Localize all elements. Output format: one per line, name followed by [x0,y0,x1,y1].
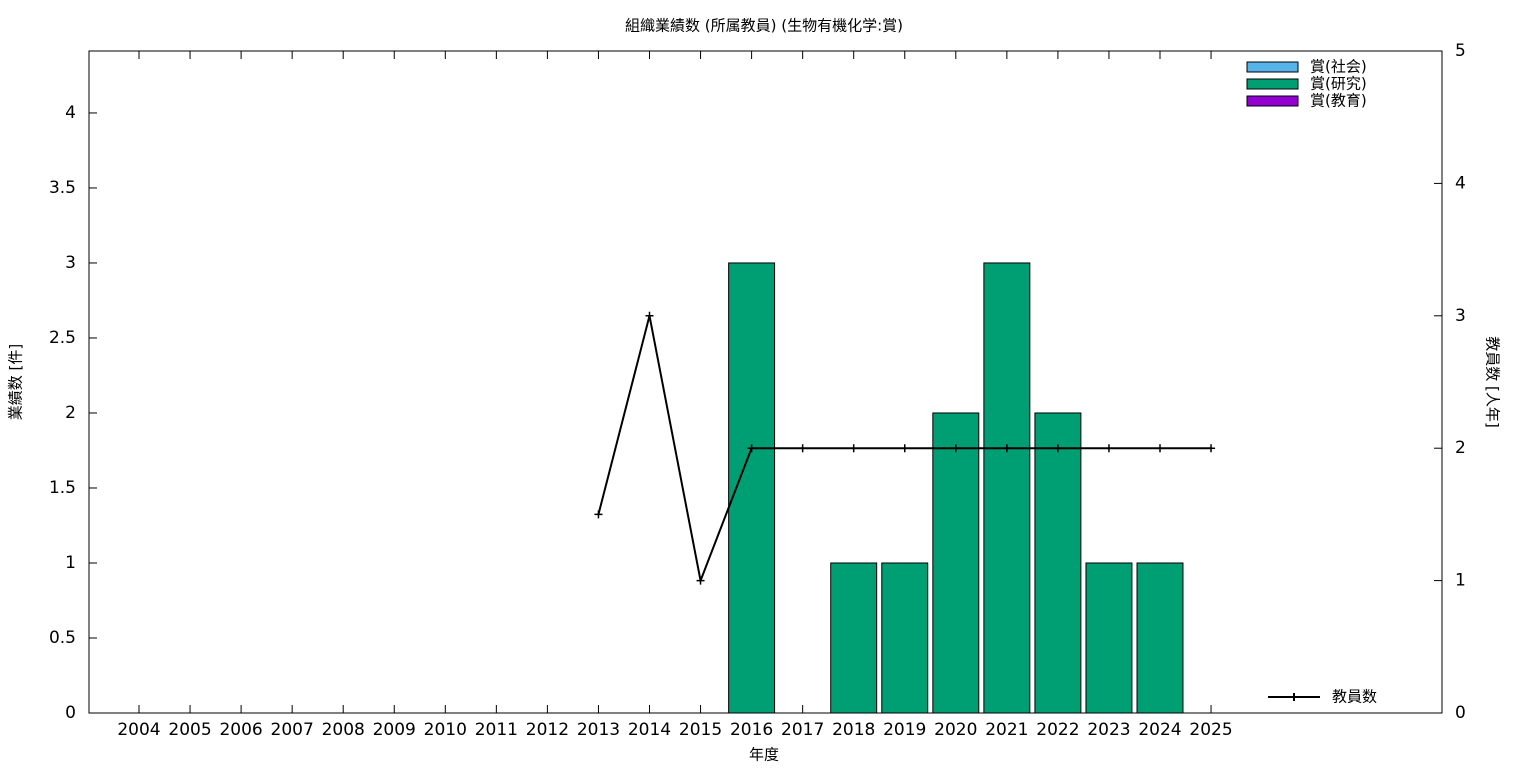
y2-tick-label: 0 [1455,703,1466,723]
y-tick-label: 2.5 [49,328,76,348]
x-tick-label: 2013 [577,720,620,740]
y-axis-label: 業績数 [件] [7,344,25,420]
x-tick-label: 2021 [985,720,1028,740]
y2-axis-label: 教員数 [人年] [1484,336,1502,427]
x-tick-label: 2005 [168,720,211,740]
x-tick-label: 2011 [475,720,518,740]
bar [830,562,878,714]
x-tick-label: 2025 [1189,720,1232,740]
x-tick-label: 2015 [679,720,722,740]
x-tick-label: 2010 [424,720,467,740]
x-tick-label: 2009 [373,720,416,740]
point [951,444,960,453]
chart-title: 組織業績数 (所属教員) (生物有機化学:賞) [625,17,903,35]
y2-tick-label: 4 [1455,173,1466,193]
point [1104,444,1113,453]
bar [1136,562,1184,714]
bar [983,262,1031,714]
bar [1034,412,1082,714]
point [900,444,909,453]
point [696,576,705,585]
x-tick-label: 2006 [219,720,262,740]
y-tick-label: 0 [65,703,76,723]
point [645,311,654,320]
y-tick-label: 0.5 [49,628,76,648]
y-tick-label: 1 [65,553,76,573]
x-axis-label: 年度 [749,746,779,764]
legend-label: 教員数 [1332,688,1377,706]
point [1002,444,1011,453]
bar [881,562,929,714]
legend-swatch [1246,78,1299,90]
bar [1085,562,1133,714]
y-tick-label: 2 [65,403,76,423]
x-tick-label: 2017 [781,720,824,740]
x-tick-label: 2016 [730,720,773,740]
point [849,444,858,453]
legend-label: 賞(研究) [1310,75,1367,93]
y2-tick-label: 3 [1455,306,1466,326]
x-tick-label: 2012 [526,720,569,740]
legend-label: 賞(教育) [1310,92,1367,110]
x-tick-label: 2018 [832,720,875,740]
x-tick-label: 2022 [1036,720,1079,740]
x-tick-label: 2024 [1138,720,1181,740]
x-tick-label: 2023 [1087,720,1130,740]
point [747,444,756,453]
point [594,510,603,519]
legend-label: 賞(社会) [1310,58,1367,76]
y-tick-label: 3 [65,253,76,273]
y-tick-label: 4 [65,103,76,123]
bar [932,412,980,714]
x-tick-label: 2020 [934,720,977,740]
y-tick-label: 3.5 [49,178,76,198]
point [1207,444,1216,453]
point [1053,444,1062,453]
point [1156,444,1164,453]
point [798,444,807,453]
x-tick-label: 2014 [628,720,671,740]
x-tick-label: 2004 [117,720,160,740]
legend-swatch [1246,61,1299,73]
legend-swatch [1246,95,1299,107]
y2-tick-label: 5 [1455,41,1466,61]
y-tick-label: 1.5 [49,478,76,498]
y2-tick-label: 2 [1455,438,1466,458]
x-tick-label: 2008 [322,720,365,740]
x-tick-label: 2019 [883,720,926,740]
y2-tick-label: 1 [1455,571,1466,591]
legend-line [1268,693,1320,701]
x-tick-label: 2007 [271,720,314,740]
